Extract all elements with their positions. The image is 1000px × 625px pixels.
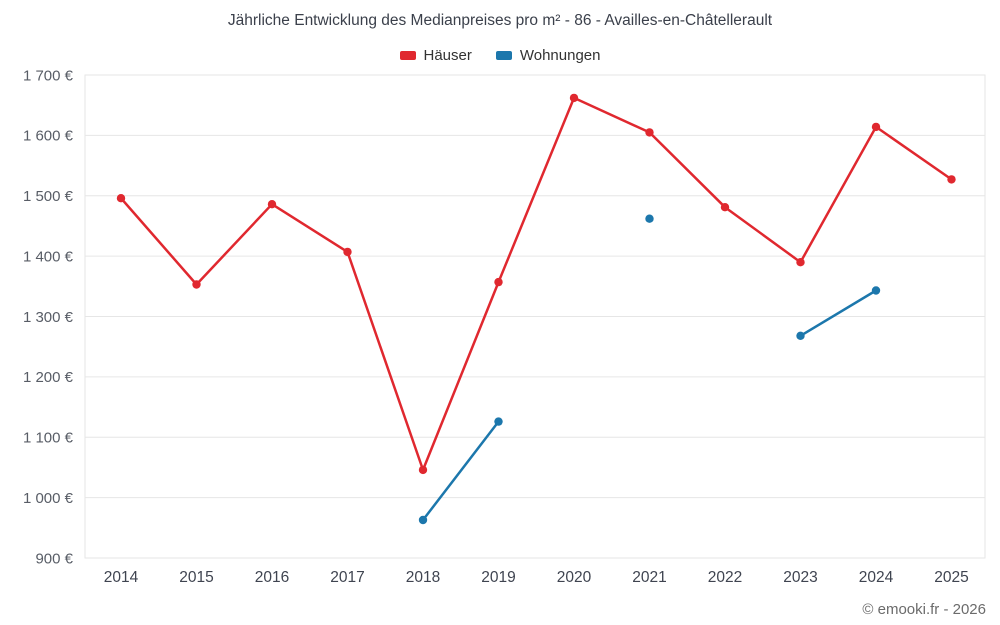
x-axis-label: 2024 [859, 569, 894, 586]
data-point-wohnungen[interactable] [871, 286, 881, 295]
x-axis-label: 2015 [179, 569, 213, 586]
x-axis-label: 2020 [557, 569, 592, 586]
data-point-wohnungen[interactable] [645, 214, 654, 223]
y-axis-label: 1 200 € [23, 369, 74, 386]
x-axis-label: 2023 [783, 569, 817, 586]
legend-label-haeuser: Häuser [423, 47, 472, 64]
legend-item-haeuser[interactable]: Häuser [399, 47, 472, 64]
data-point-haeuser[interactable] [569, 93, 579, 103]
x-axis-label: 2021 [632, 569, 666, 586]
data-point-haeuser[interactable] [267, 200, 277, 209]
chart-title: Jährliche Entwicklung des Medianpreises … [227, 12, 773, 29]
data-point-wohnungen[interactable] [418, 515, 428, 525]
y-axis-label: 1 300 € [23, 309, 74, 326]
data-point-haeuser[interactable] [871, 122, 881, 132]
plot-frame [84, 74, 986, 559]
data-point-haeuser[interactable] [720, 203, 730, 212]
y-axis-label: 1 400 € [23, 248, 74, 265]
series-line-haeuser [119, 96, 953, 472]
y-axis-label: 1 100 € [23, 430, 74, 447]
y-axis-label: 1 500 € [23, 188, 74, 205]
x-axis-label: 2014 [104, 569, 139, 586]
data-point-haeuser[interactable] [192, 280, 201, 289]
y-axis-label: 900 € [35, 550, 73, 567]
data-point-haeuser[interactable] [947, 175, 956, 184]
x-axis-label: 2016 [255, 569, 289, 586]
legend-swatch-haeuser [399, 51, 416, 60]
legend: Häuser Wohnungen [0, 47, 1000, 64]
copyright-credit: © emooki.fr - 2026 [862, 601, 986, 618]
legend-swatch-wohnungen [495, 51, 512, 60]
data-point-haeuser[interactable] [418, 465, 428, 475]
x-axis-label: 2022 [708, 569, 742, 586]
series-line-wohnungen [421, 289, 878, 522]
data-point-haeuser[interactable] [796, 258, 805, 267]
data-point-wohnungen[interactable] [796, 331, 805, 340]
x-axis-label: 2017 [330, 569, 364, 586]
y-axis-label: 1 600 € [23, 128, 74, 145]
x-axis-label: 2025 [934, 569, 968, 586]
legend-label-wohnungen: Wohnungen [519, 47, 601, 64]
y-axis-label: 1 700 € [23, 67, 74, 84]
data-point-wohnungen[interactable] [494, 417, 503, 426]
data-point-haeuser[interactable] [645, 128, 654, 137]
y-axis-label: 1 000 € [23, 490, 74, 507]
legend-item-wohnungen[interactable]: Wohnungen [495, 47, 601, 64]
data-point-haeuser[interactable] [343, 247, 352, 257]
data-point-haeuser[interactable] [116, 194, 126, 203]
x-axis-label: 2019 [481, 569, 515, 586]
x-axis-label: 2018 [406, 569, 440, 586]
data-point-haeuser[interactable] [494, 277, 503, 287]
